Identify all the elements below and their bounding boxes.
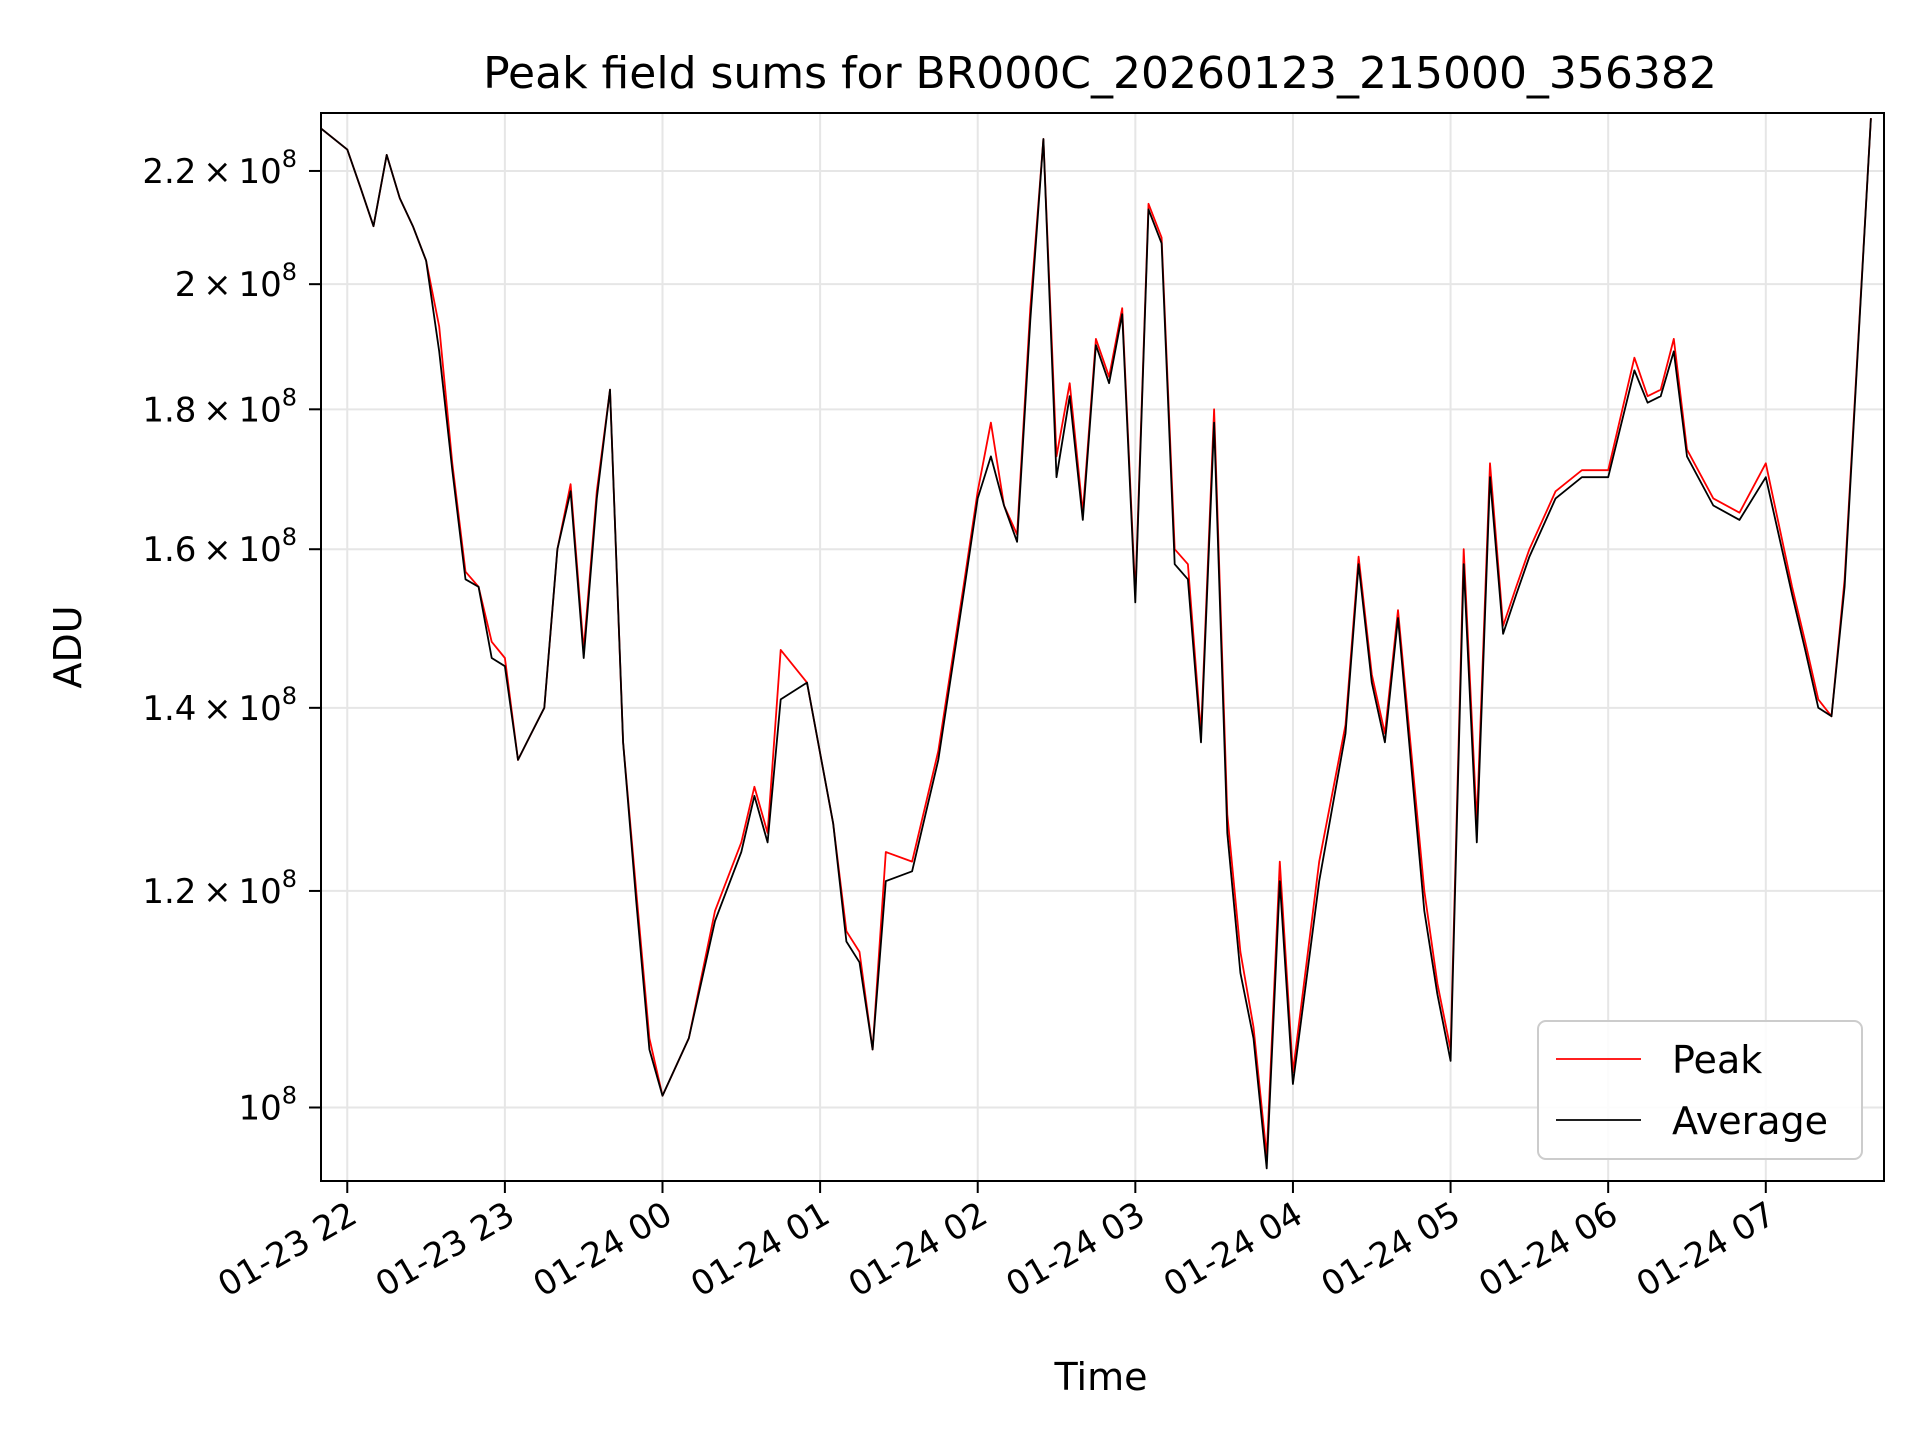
y-tick-label: 108 — [238, 1082, 297, 1129]
y-axis-label: ADU — [46, 605, 90, 688]
y-tick-label: 1.6 × 108 — [142, 523, 297, 570]
y-tick-label: 1.4 × 108 — [142, 682, 297, 729]
x-axis-label: Time — [1054, 1355, 1148, 1399]
y-tick-label: 2 × 108 — [175, 258, 297, 305]
plot-area-frame — [320, 112, 1885, 1182]
legend-label-average: Average — [1672, 1099, 1828, 1143]
y-tick-label: 1.2 × 108 — [142, 865, 297, 912]
series-line-average — [321, 118, 1872, 1170]
y-axis-ticks: 108 1.2 × 108 1.4 × 108 1.6 × 108 1.8 × 108 2… — [142, 145, 321, 1129]
legend-label-peak: Peak — [1672, 1038, 1762, 1082]
y-tick-label: 1.8 × 108 — [142, 383, 297, 430]
legend: Peak Average — [1537, 1020, 1863, 1160]
y-tick-label: 2.2 × 108 — [142, 145, 297, 192]
legend-box — [1537, 1020, 1863, 1160]
chart-title: Peak field sums for BR000C_20260123_2150… — [483, 48, 1717, 99]
